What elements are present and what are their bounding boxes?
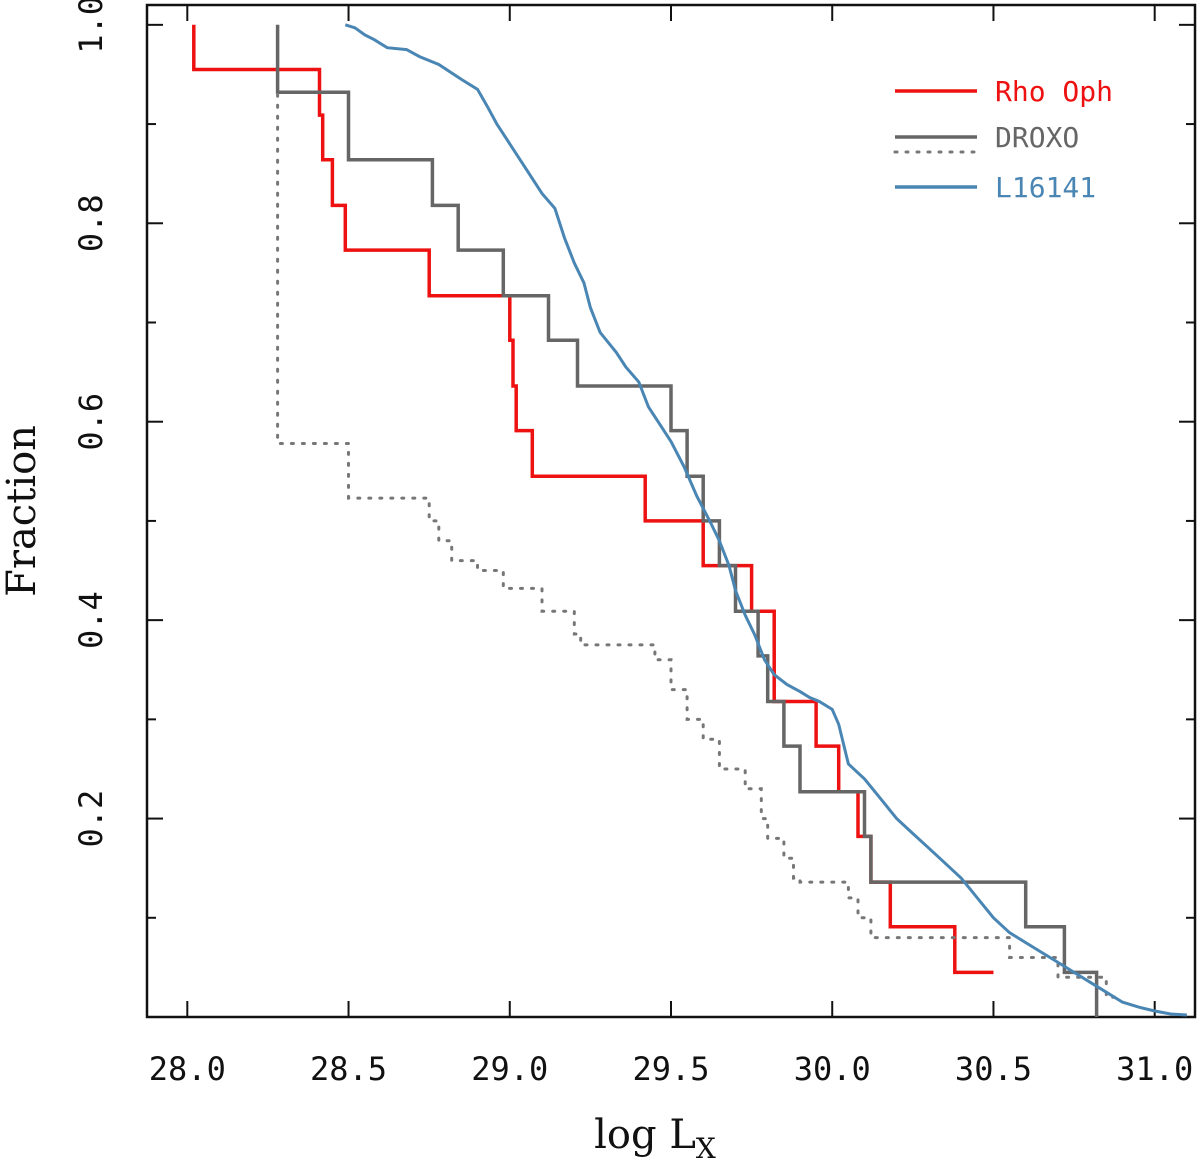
axis-ticks: 28.0 28.5 29.0 29.5 30.0 30.5 31.0 0.2 0.4 0.6 0.8… xyxy=(72,0,1195,1088)
legend-label: Rho Oph xyxy=(995,75,1113,108)
x-axis-title-subscript: X xyxy=(696,1132,716,1163)
legend-label: DROXO xyxy=(995,121,1079,154)
series-line-3 xyxy=(276,92,1124,999)
y-tick-label: 0.4 xyxy=(72,591,110,649)
x-tick-label: 29.5 xyxy=(632,1050,709,1088)
x-tick-label: 28.0 xyxy=(149,1050,226,1088)
y-axis-title: Fraction xyxy=(0,425,45,597)
legend-label: L16141 xyxy=(995,171,1096,204)
series-line-1 xyxy=(192,24,994,975)
x-tick-label: 29.0 xyxy=(471,1050,548,1088)
x-axis-title-main: log L xyxy=(594,1112,696,1158)
x-tick-label: 30.5 xyxy=(955,1050,1032,1088)
x-tick-label: 28.5 xyxy=(310,1050,387,1088)
x-axis-title: log LX xyxy=(594,1112,716,1163)
y-tick-label: 0.6 xyxy=(72,393,110,451)
x-tick-label: 31.0 xyxy=(1116,1050,1193,1088)
y-tick-label: 0.2 xyxy=(72,790,110,848)
series-line-4 xyxy=(344,23,1187,1017)
legend: Rho Oph DROXO L16141 xyxy=(893,75,1113,204)
x-tick-label: 30.0 xyxy=(794,1050,871,1088)
y-tick-label: 0.8 xyxy=(72,194,110,252)
plot-frame xyxy=(145,3,1197,1019)
y-tick-label: 1.0 xyxy=(72,0,110,54)
series-layer xyxy=(192,23,1187,1017)
